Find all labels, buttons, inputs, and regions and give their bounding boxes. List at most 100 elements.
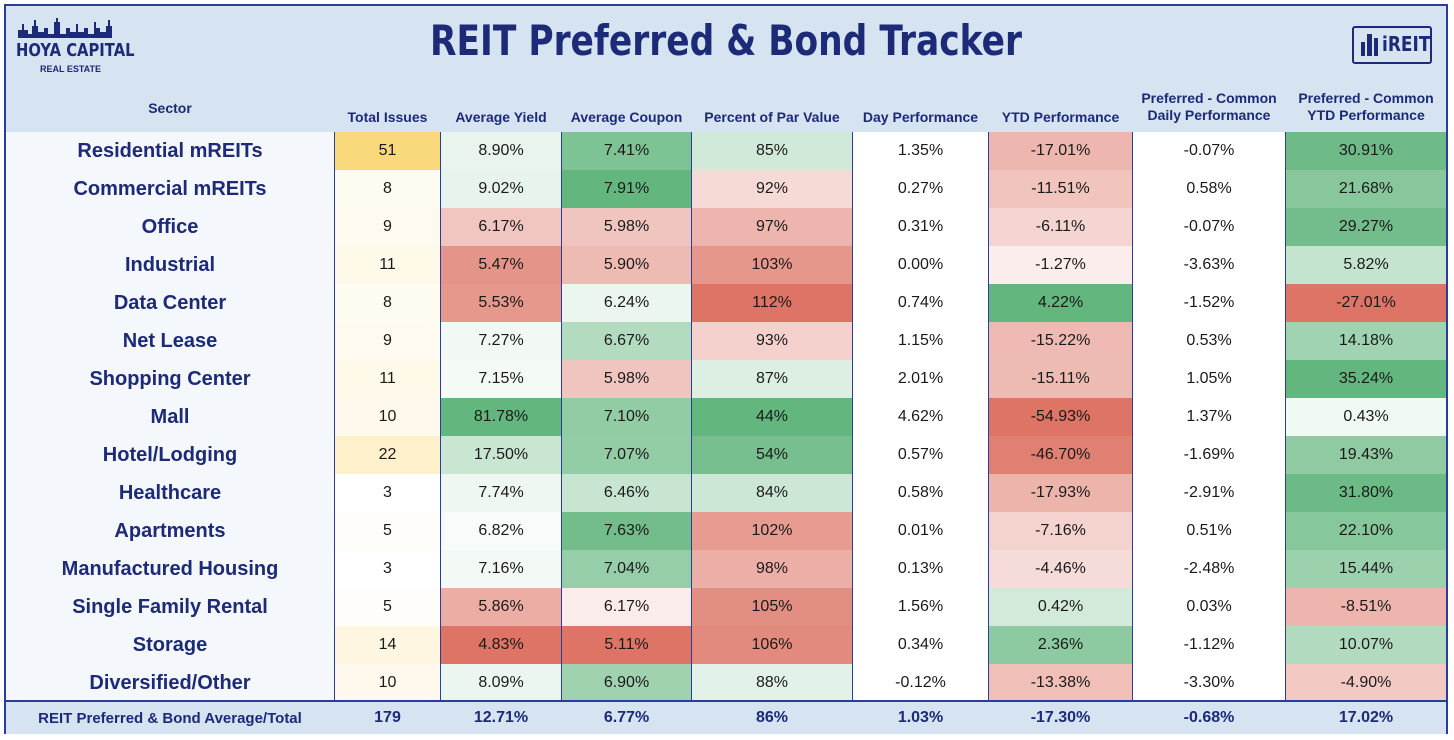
cell-coupon: 7.41% xyxy=(562,132,691,170)
cell-pc-ytd: 10.07% xyxy=(1286,626,1446,664)
table-row: Single Family Rental 5 5.86% 6.17% 105% 1.56%… xyxy=(6,588,1446,626)
total-label: REIT Preferred & Bond Average/Total xyxy=(38,709,302,727)
sector-label: Healthcare xyxy=(6,474,334,512)
cell-coupon: 6.90% xyxy=(562,664,691,702)
ireit-logo: iREIT xyxy=(1352,26,1432,66)
cell-day: 0.74% xyxy=(853,284,988,322)
cell-yield: 8.09% xyxy=(441,664,561,702)
cell-ytd: -15.22% xyxy=(989,322,1132,360)
cell-pc-day: -2.48% xyxy=(1133,550,1285,588)
cell-pc-day: -1.12% xyxy=(1133,626,1285,664)
total-day: 1.03% xyxy=(897,709,944,726)
cell-ytd: -4.46% xyxy=(989,550,1132,588)
cell-pc-day: 0.03% xyxy=(1133,588,1285,626)
cell-yield: 7.16% xyxy=(441,550,561,588)
cell-ytd: -13.38% xyxy=(989,664,1132,702)
logo-line2: REAL ESTATE xyxy=(40,64,102,74)
cell-par: 92% xyxy=(692,170,852,208)
column-divider xyxy=(1132,132,1133,700)
sector-label: Industrial xyxy=(6,246,334,284)
table-row: Office 9 6.17% 5.98% 97% 0.31% -6.11% -0.07% 29.… xyxy=(6,208,1446,246)
cell-pc-ytd: -27.01% xyxy=(1286,284,1446,322)
cell-pc-ytd: 14.18% xyxy=(1286,322,1446,360)
cell-day: 0.58% xyxy=(853,474,988,512)
cell-par: 88% xyxy=(692,664,852,702)
column-divider xyxy=(988,132,989,700)
cell-par: 97% xyxy=(692,208,852,246)
table-row: Industrial 11 5.47% 5.90% 103% 0.00% -1.27% -3.… xyxy=(6,246,1446,284)
cell-par: 85% xyxy=(692,132,852,170)
cell-yield: 6.82% xyxy=(441,512,561,550)
table-row: Residential mREITs 51 8.90% 7.41% 85% 1.35% -1… xyxy=(6,132,1446,170)
cell-par: 87% xyxy=(692,360,852,398)
cell-issues: 10 xyxy=(335,664,440,702)
sector-label: Office xyxy=(6,208,334,246)
cell-ytd: -7.16% xyxy=(989,512,1132,550)
cell-pc-ytd: 19.43% xyxy=(1286,436,1446,474)
sector-label: Storage xyxy=(6,626,334,664)
column-divider xyxy=(1285,132,1286,700)
cell-pc-day: 1.05% xyxy=(1133,360,1285,398)
total-row: REIT Preferred & Bond Average/Total 179 12… xyxy=(6,700,1446,734)
cell-yield: 81.78% xyxy=(441,398,561,436)
cell-pc-day: -3.30% xyxy=(1133,664,1285,702)
cell-pc-day: 0.58% xyxy=(1133,170,1285,208)
table-row: Apartments 5 6.82% 7.63% 102% 0.01% -7.16% 0.51… xyxy=(6,512,1446,550)
cell-day: 1.15% xyxy=(853,322,988,360)
cell-coupon: 5.90% xyxy=(562,246,691,284)
total-par: 86% xyxy=(755,709,789,726)
cell-pc-ytd: 35.24% xyxy=(1286,360,1446,398)
cell-day: 0.57% xyxy=(853,436,988,474)
table-row: Commercial mREITs 8 9.02% 7.91% 92% 0.27% -11.… xyxy=(6,170,1446,208)
cell-yield: 7.27% xyxy=(441,322,561,360)
column-header-pc-day: Preferred - Common Daily Performance xyxy=(1141,90,1277,123)
cell-issues: 5 xyxy=(335,588,440,626)
cell-issues: 8 xyxy=(335,170,440,208)
sector-label: Diversified/Other xyxy=(6,664,334,702)
cell-yield: 5.53% xyxy=(441,284,561,322)
cell-pc-day: 1.37% xyxy=(1133,398,1285,436)
cell-pc-day: -1.52% xyxy=(1133,284,1285,322)
cell-coupon: 5.98% xyxy=(562,208,691,246)
sector-label: Mall xyxy=(6,398,334,436)
cell-day: 0.00% xyxy=(853,246,988,284)
cell-coupon: 7.10% xyxy=(562,398,691,436)
cell-issues: 9 xyxy=(335,208,440,246)
cell-coupon: 5.98% xyxy=(562,360,691,398)
cell-ytd: -11.51% xyxy=(989,170,1132,208)
cell-pc-ytd: 22.10% xyxy=(1286,512,1446,550)
sector-label: Shopping Center xyxy=(6,360,334,398)
cell-issues: 8 xyxy=(335,284,440,322)
column-divider xyxy=(561,132,562,700)
column-header-day: Day Performance xyxy=(862,109,979,125)
cell-par: 105% xyxy=(692,588,852,626)
table-row: Healthcare 3 7.74% 6.46% 84% 0.58% -17.93% -2.9… xyxy=(6,474,1446,512)
cell-yield: 9.02% xyxy=(441,170,561,208)
sector-label: Net Lease xyxy=(6,322,334,360)
table-row: Manufactured Housing 3 7.16% 7.04% 98% 0.13% -… xyxy=(6,550,1446,588)
column-header-yield: Average Yield xyxy=(455,109,547,125)
cell-yield: 5.86% xyxy=(441,588,561,626)
cell-coupon: 6.17% xyxy=(562,588,691,626)
cell-yield: 17.50% xyxy=(441,436,561,474)
column-header-sector: Sector xyxy=(148,100,192,116)
cell-yield: 6.17% xyxy=(441,208,561,246)
cell-pc-day: 0.51% xyxy=(1133,512,1285,550)
skyline-icon xyxy=(18,18,112,38)
cell-coupon: 7.63% xyxy=(562,512,691,550)
cell-day: 0.01% xyxy=(853,512,988,550)
cell-coupon: 5.11% xyxy=(562,626,691,664)
cell-pc-ytd: -8.51% xyxy=(1286,588,1446,626)
total-pc-ytd: 17.02% xyxy=(1338,709,1394,726)
cell-issues: 3 xyxy=(335,474,440,512)
cell-pc-ytd: 21.68% xyxy=(1286,170,1446,208)
total-pc-day: -0.68% xyxy=(1183,709,1235,726)
cell-pc-day: -2.91% xyxy=(1133,474,1285,512)
sector-label: Single Family Rental xyxy=(6,588,334,626)
column-header-coupon: Average Coupon xyxy=(570,109,683,125)
total-yield: 12.71% xyxy=(473,709,529,726)
cell-ytd: -15.11% xyxy=(989,360,1132,398)
cell-coupon: 6.24% xyxy=(562,284,691,322)
cell-issues: 10 xyxy=(335,398,440,436)
cell-pc-ytd: 29.27% xyxy=(1286,208,1446,246)
